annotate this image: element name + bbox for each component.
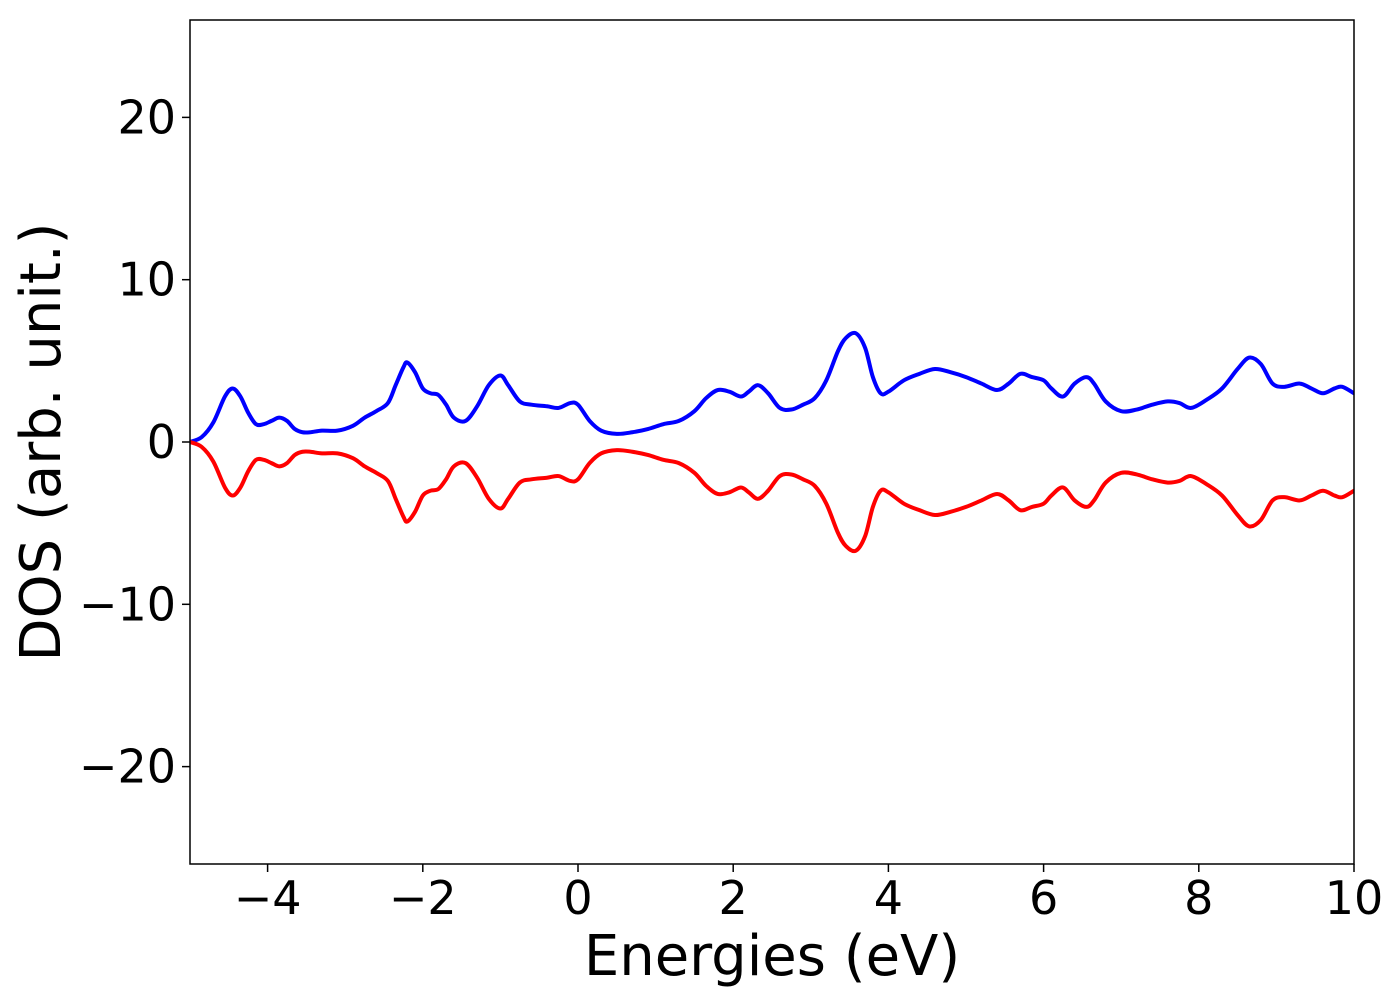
x-tick-label: 0 [563, 871, 592, 925]
y-tick-label: 10 [117, 253, 176, 307]
y-tick-label: 0 [147, 415, 176, 469]
series-line-spin-down [190, 440, 1354, 554]
x-tick-label: 2 [719, 871, 748, 925]
y-tick-label: 20 [117, 90, 176, 144]
series-line-spin-up [190, 330, 1354, 444]
x-tick-label: 4 [874, 871, 903, 925]
x-tick-label: −4 [234, 871, 302, 925]
x-tick-label: 10 [1325, 871, 1384, 925]
x-axis: −4 −2 0 2 4 6 8 10 [234, 864, 1384, 925]
x-tick-label: 8 [1184, 871, 1213, 925]
x-tick-label: −2 [389, 871, 457, 925]
y-tick-label: −20 [79, 740, 176, 794]
y-axis-label: DOS (arb. unit.) [9, 222, 74, 661]
y-tick-label: −10 [79, 577, 176, 631]
plot-lines [190, 330, 1354, 554]
x-tick-label: 6 [1029, 871, 1058, 925]
y-axis: −20 −10 0 10 20 [79, 90, 190, 794]
x-axis-label: Energies (eV) [584, 924, 960, 989]
